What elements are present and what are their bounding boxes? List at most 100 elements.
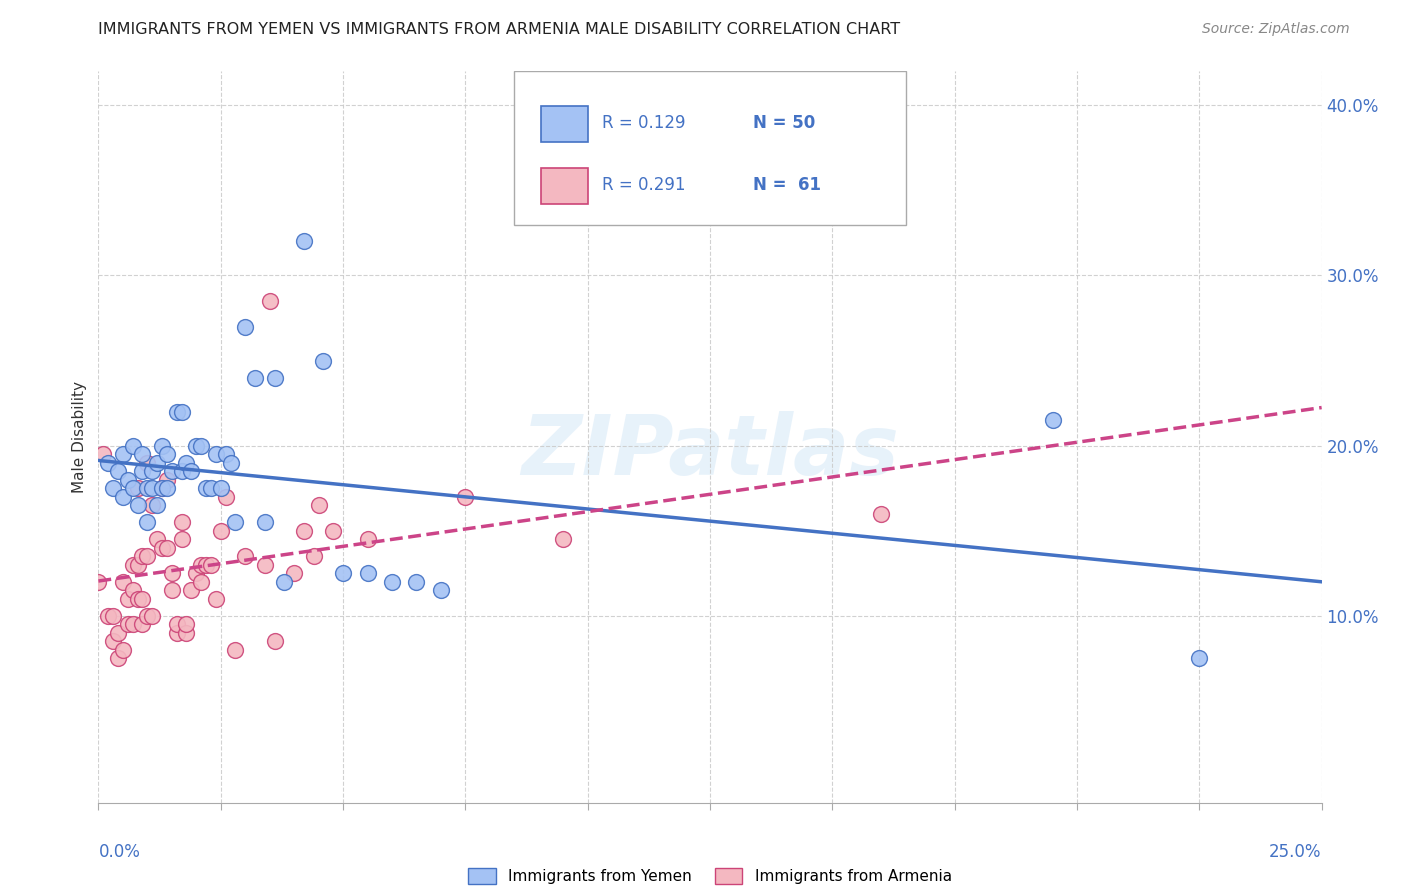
Point — [160, 583, 183, 598]
Point — [322, 524, 344, 538]
Point — [141, 464, 163, 478]
Point — [405, 574, 427, 589]
Point — [205, 591, 228, 606]
Point — [205, 447, 228, 461]
Point — [332, 566, 354, 581]
Point — [91, 447, 114, 461]
Point — [136, 608, 159, 623]
Point — [156, 473, 179, 487]
Point — [263, 370, 285, 384]
Point — [107, 464, 129, 478]
Point — [136, 515, 159, 529]
Point — [200, 558, 222, 572]
Point — [224, 642, 246, 657]
Point — [141, 481, 163, 495]
Point — [131, 447, 153, 461]
Point — [259, 293, 281, 308]
Text: R = 0.291: R = 0.291 — [602, 176, 686, 194]
Point — [356, 566, 378, 581]
Point — [170, 515, 193, 529]
Point — [870, 507, 893, 521]
Point — [308, 498, 330, 512]
Point — [111, 574, 134, 589]
Point — [233, 549, 256, 563]
Point — [131, 617, 153, 632]
FancyBboxPatch shape — [515, 71, 905, 225]
Point — [263, 634, 285, 648]
Text: 0.0%: 0.0% — [98, 843, 141, 861]
Text: N =  61: N = 61 — [752, 176, 821, 194]
Point — [170, 464, 193, 478]
Point — [170, 532, 193, 546]
Point — [180, 583, 202, 598]
Point — [253, 515, 276, 529]
Point — [195, 558, 218, 572]
Point — [253, 558, 276, 572]
Text: R = 0.129: R = 0.129 — [602, 113, 686, 131]
Point — [101, 481, 124, 495]
Point — [170, 404, 193, 418]
Point — [186, 439, 208, 453]
Point — [214, 447, 236, 461]
Point — [117, 591, 139, 606]
Point — [97, 608, 120, 623]
Point — [195, 481, 218, 495]
Point — [131, 591, 153, 606]
Point — [127, 591, 149, 606]
Point — [141, 498, 163, 512]
Point — [141, 608, 163, 623]
Point — [131, 549, 153, 563]
Point — [166, 617, 188, 632]
Point — [97, 456, 120, 470]
Point — [117, 473, 139, 487]
Point — [190, 439, 212, 453]
Point — [209, 481, 232, 495]
Text: 25.0%: 25.0% — [1270, 843, 1322, 861]
Point — [121, 481, 143, 495]
Point — [430, 583, 453, 598]
Point — [121, 583, 143, 598]
Point — [136, 456, 159, 470]
Point — [107, 625, 129, 640]
Point — [107, 651, 129, 665]
Point — [186, 566, 208, 581]
Point — [160, 464, 183, 478]
Point — [146, 532, 169, 546]
Point — [214, 490, 236, 504]
Point — [111, 447, 134, 461]
Point — [111, 490, 134, 504]
Point — [292, 235, 315, 249]
Point — [156, 447, 179, 461]
Point — [292, 524, 315, 538]
Point — [150, 481, 173, 495]
Point — [150, 439, 173, 453]
Point — [150, 541, 173, 555]
Point — [224, 515, 246, 529]
Point — [127, 498, 149, 512]
Point — [166, 404, 188, 418]
Point — [381, 574, 404, 589]
Point — [131, 464, 153, 478]
Point — [101, 608, 124, 623]
Point — [312, 353, 335, 368]
Point — [176, 456, 198, 470]
FancyBboxPatch shape — [541, 168, 588, 204]
Point — [87, 574, 110, 589]
Point — [553, 532, 575, 546]
FancyBboxPatch shape — [541, 106, 588, 143]
Point — [136, 549, 159, 563]
Text: ZIPatlas: ZIPatlas — [522, 411, 898, 492]
Point — [356, 532, 378, 546]
Point — [146, 456, 169, 470]
Point — [121, 558, 143, 572]
Point — [273, 574, 295, 589]
Point — [160, 566, 183, 581]
Point — [127, 481, 149, 495]
Point — [101, 634, 124, 648]
Point — [190, 558, 212, 572]
Point — [156, 541, 179, 555]
Point — [121, 439, 143, 453]
Point — [176, 625, 198, 640]
Point — [176, 617, 198, 632]
Point — [127, 558, 149, 572]
